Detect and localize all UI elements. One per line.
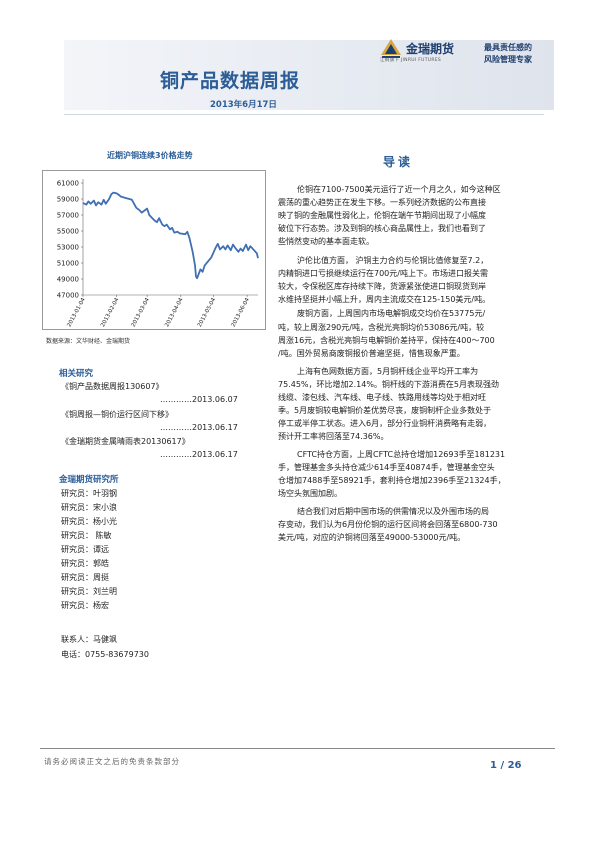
intro-line: 美元/吨，对应的沪铜将回落至49000-53000元/吨。 [278,533,466,542]
x-tick-label: 2013-04-04 [164,297,185,328]
report-link-1-title[interactable]: 《铜产品数据周报130607》 [61,382,164,391]
intro-line: 75.45%，环比增加2.14%。铜杆线的下游消费在5月表现强劲 [278,380,500,389]
footer-divider [40,748,555,749]
x-tick-label: 2013-03-04 [131,297,152,328]
researcher-item: 研究员：郭皓 [61,559,109,568]
intro-line: 场空头氛围加剧。 [278,489,342,498]
slogan-line-1: 最具责任感的 [484,43,532,52]
y-tick-label: 53000 [57,244,79,252]
intro-line: 结合我们对后期中国市场的供需情况以及外围市场的局 [297,507,489,516]
x-tick-label: 2013-02-04 [100,297,121,328]
y-tick-label: 57000 [57,212,79,220]
intro-line: 手，管理基金多头持仓减少614手至40874手，管理基金空头 [278,463,495,472]
report-link-3-title[interactable]: 《金瑞期货金属晴雨表20130617》 [61,437,190,446]
intro-line: 停工或半停工状态。进入6月，部分行业铜杆消费略有走弱， [278,419,492,428]
intro-line: 废铜方面，上周国内市场电解铜成交均价在53775元/ [297,309,486,318]
y-tick-label: 49000 [57,276,79,284]
logo-english: 江铜旗下 JINRUI FUTURES [380,58,442,63]
price-chart: 61000 59000 57000 55000 53000 51000 49000 47000… [42,170,266,330]
intro-line: 伦铜在7100-7500美元运行了近一个月之久，如今这种区 [297,185,501,194]
researcher-item: 研究员：杨小光 [61,517,117,526]
intro-line: 存变动，我们认为6月份伦铜的运行区间将会回落至6800-730 [278,520,498,529]
chart-canvas: 61000 59000 57000 55000 53000 51000 49000 47000… [57,179,259,328]
institute-heading: 金瑞期货研究所 [59,475,119,485]
intro-line: 线缆、漆包线、汽车线、电子线、铁路用线等均处于相对旺 [278,393,486,402]
researcher-item: 研究员：叶羽钢 [61,489,117,498]
slogan-line-2: 风险管理专家 [484,55,532,64]
intro-line: 周涨16元，含税光亮铜与电解铜价差持平，保持在400～700 [278,336,495,345]
researcher-item: 研究员：谭远 [61,545,109,554]
researcher-item: 研究员：周挺 [61,573,109,582]
intro-line: 震荡的重心趋势正在发生下移。一系列经济数据的公布直接 [278,198,486,207]
intro-line: 较大，令保税区库存持续下降，货源紧张使进口铜现货到岸 [278,282,486,291]
header-divider [64,114,544,115]
researcher-item: 研究员：刘兰明 [61,587,117,596]
disclaimer-note: 请务必阅读正文之后的免责条款部分 [44,757,180,766]
logo-mark-icon [381,39,401,58]
chart-title: 近期沪铜连续3价格走势 [107,151,193,160]
report-date: 2013年6月17日 [210,100,277,110]
researcher-item: 研究员： 陈敏 [61,531,112,540]
report-title: 铜产品数据周报 [160,70,301,92]
intro-heading: 导读 [383,155,414,169]
report-link-1-date: …………2013.06.07 [160,395,238,404]
x-tick-label: 2013-05-04 [197,297,218,328]
intro-line: 季。5月废铜较电解铜价差优势尽丧，废铜制杆企业多数处于 [278,406,492,415]
researcher-item: 研究员：宋小浪 [61,503,117,512]
y-tick-label: 51000 [57,260,79,268]
intro-line: 仓增加7488手至58921手，套利持仓增加2396手至21324手， [278,476,506,485]
intro-line: 沪伦比值方面， 沪铜主力合约与伦铜比值修复至7.2， [297,256,489,265]
header-band [64,40,554,110]
chart-source: 数据来源：文华财经、金瑞期货 [46,338,131,345]
x-tick-label: 2013-01-04 [66,297,87,328]
intro-line: 内精铜进口亏损继续运行在700元/吨上下。市场进口报关需 [278,269,488,278]
contact-name: 联系人：马健飒 [61,635,117,644]
intro-line: 上海有色网数据方面，5月铜杆线企业平均开工率为 [297,367,479,376]
intro-line: 水维持坚挺并小幅上升，周内主流成交在125-150美元/吨。 [278,295,491,304]
intro-line: 吨，较上周涨290元/吨，含税光亮铜均价53086元/吨，较 [278,323,485,332]
report-link-2-title[interactable]: 《铜周报—铜价运行区间下移》 [61,410,173,419]
intro-line: 些悄然变动的基本面走软。 [278,237,374,246]
intro-line: /吨。国外贸易商废铜报价普遍坚挺，惜售现象严重。 [278,349,465,358]
report-link-2-date: …………2013.06.17 [160,423,238,432]
intro-line: CFTC持仓方面，上周CFTC总持仓增加12693手至181231 [297,450,506,459]
y-tick-label: 59000 [57,196,79,204]
y-tick-label: 61000 [57,180,79,188]
researcher-item: 研究员：杨宏 [61,601,109,610]
company-logo: 金瑞期货 江铜旗下 JINRUI FUTURES [380,38,485,63]
logo-name: 金瑞期货 [406,42,455,56]
intro-line: 破位下行态势。涉及到铜的核心商品属性上，我们也看到了 [278,224,486,233]
report-link-3-date: …………2013.06.17 [160,450,238,459]
slogan: 最具责任感的 风险管理专家 [484,42,532,66]
contact-phone: 电话：0755-83679730 [61,650,149,659]
x-tick-label: 2013-06-04 [231,297,252,328]
related-research-heading: 相关研究 [59,369,94,379]
intro-line: 映了铜的金融属性弱化上，伦铜在端午节期间出现了小幅度 [278,211,486,220]
price-series-line-0 [82,191,259,280]
y-tick-label: 55000 [57,228,79,236]
page-number: 1 / 26 [490,760,522,771]
y-tick-label: 47000 [57,292,79,300]
intro-line: 预计开工率将回落至74.36%。 [278,432,389,441]
